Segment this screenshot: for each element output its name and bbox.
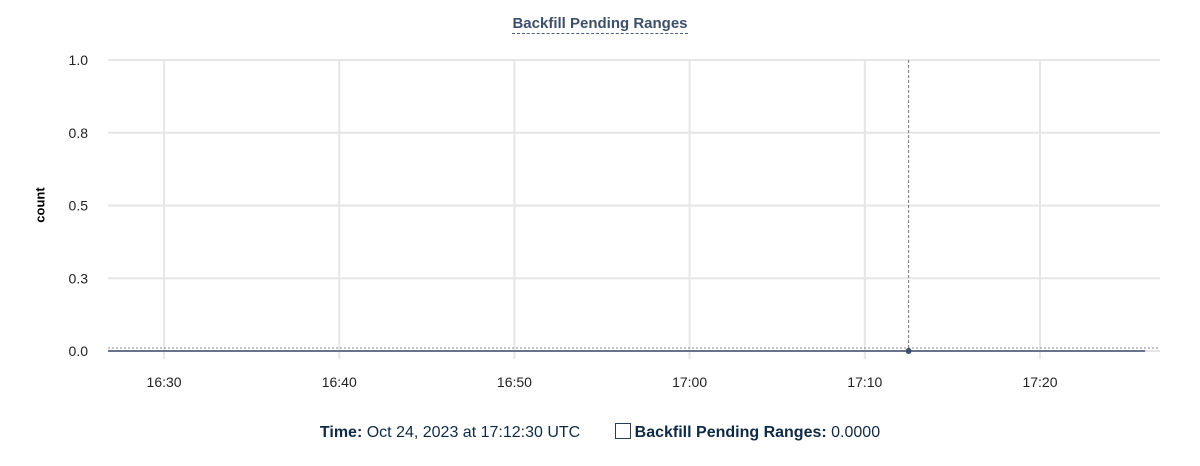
- series-value: 0.0000: [831, 424, 881, 441]
- time-label: Time:: [319, 424, 363, 441]
- chart-title-text[interactable]: Backfill Pending Ranges: [512, 15, 688, 34]
- y-tick-label: 0.3: [69, 270, 89, 286]
- y-tick-label: 0.5: [69, 198, 89, 214]
- x-tick-label: 17:20: [1022, 374, 1057, 390]
- series-checkbox[interactable]: [614, 423, 631, 439]
- x-tick-label: 16:30: [147, 374, 182, 390]
- series-label: Backfill Pending Ranges:: [634, 424, 827, 441]
- chart-title[interactable]: Backfill Pending Ranges: [0, 15, 1200, 34]
- x-tick-label: 16:50: [497, 374, 532, 390]
- y-tick-label: 1.0: [69, 52, 89, 68]
- x-tick-label: 16:40: [322, 374, 357, 390]
- hover-legend: Time: Oct 24, 2023 at 17:12:30 UTC Backf…: [0, 423, 1200, 442]
- hover-point: [905, 348, 912, 354]
- time-value: Oct 24, 2023 at 17:12:30 UTC: [366, 424, 581, 441]
- x-tick-label: 17:10: [847, 374, 882, 390]
- y-tick-label: 0.0: [69, 343, 89, 359]
- x-tick-label: 17:00: [672, 374, 707, 390]
- y-tick-label: 0.8: [69, 125, 89, 141]
